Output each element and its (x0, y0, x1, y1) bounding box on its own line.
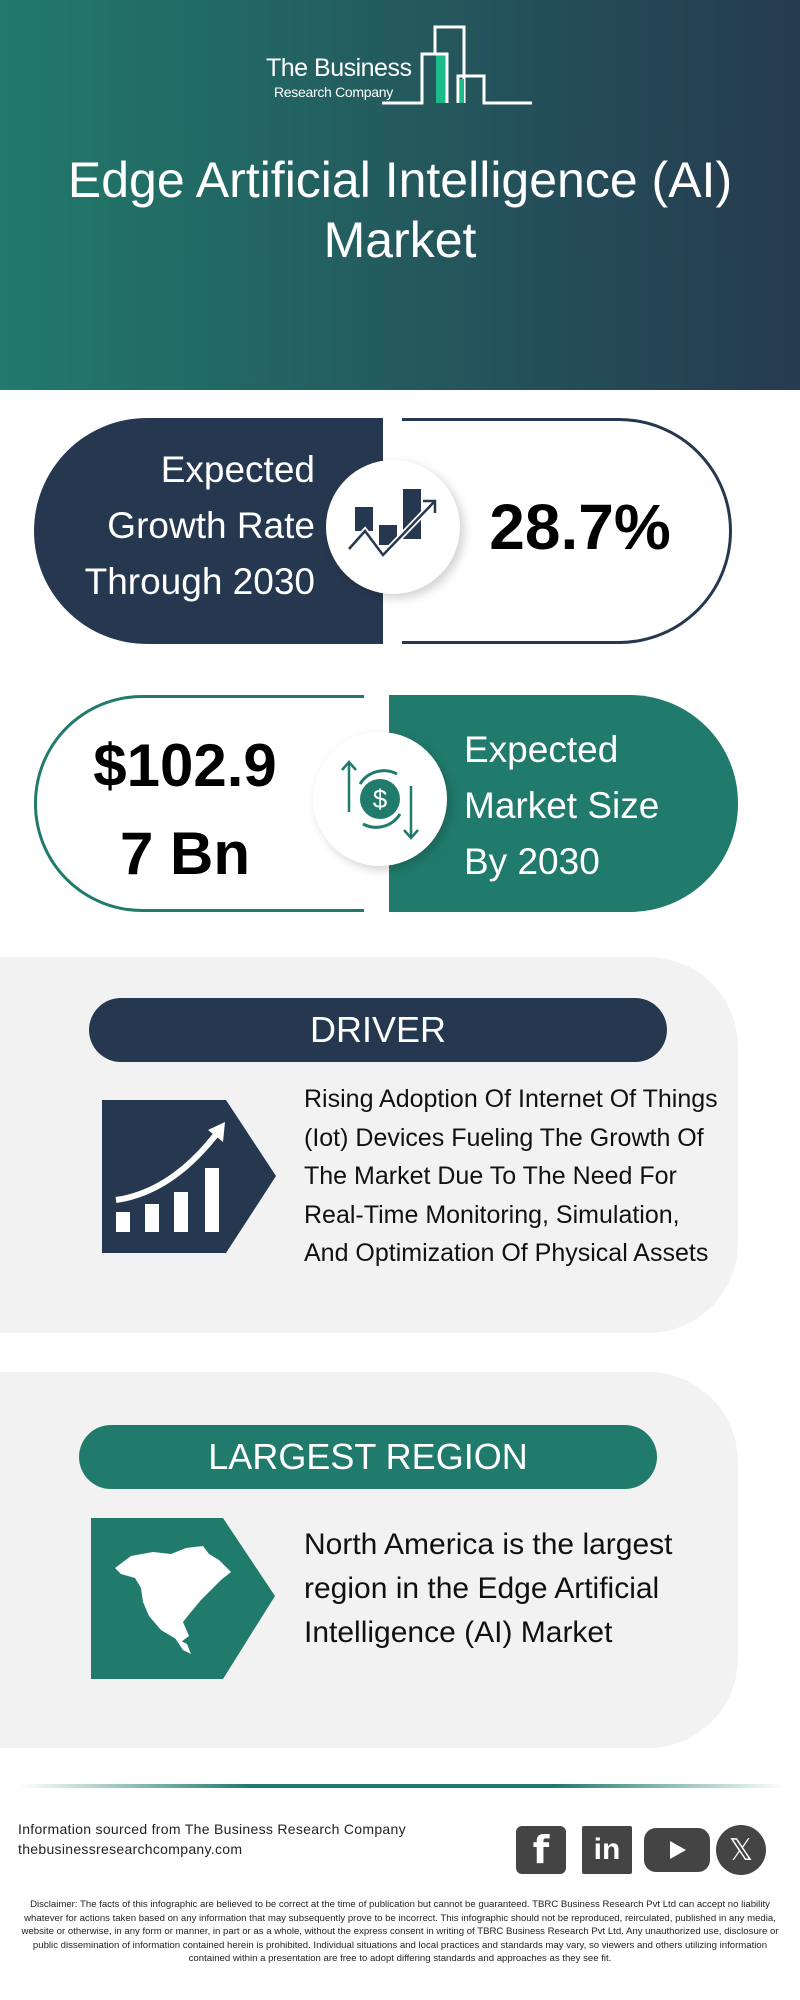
market-size-label-line: Expected (464, 729, 619, 770)
growth-icon-circle (326, 460, 460, 594)
growth-label-line: Through 2030 (84, 561, 315, 602)
north-america-map-icon (91, 1518, 275, 1679)
market-size-value: $102.9 7 Bn (60, 722, 310, 898)
market-size-icon-circle: $ (313, 732, 447, 866)
region-card: LARGEST REGION North America is the larg… (0, 1372, 738, 1748)
disclaimer: Disclaimer: The facts of this infographi… (21, 1899, 779, 1964)
header-banner: The Business Research Company Edge Artif… (0, 0, 800, 390)
market-size-value-line: $102.9 (93, 732, 277, 799)
growth-label-line: Expected (160, 449, 315, 490)
market-size-label-line: Market Size (464, 785, 660, 826)
driver-text: Rising Adoption Of Internet Of Things (I… (304, 1085, 718, 1267)
market-size-label-line: By 2030 (464, 841, 600, 882)
growth-label-panel (34, 418, 383, 644)
growth-rate-value: 28.7% (489, 491, 671, 563)
page-title: Edge Artificial Intelligence (AI) Market (67, 152, 733, 268)
growth-value-panel (402, 418, 732, 644)
market-size-label-panel (389, 695, 738, 912)
source-text: Information sourced from The Business Re… (18, 1821, 406, 1837)
driver-heading: DRIVER (89, 998, 667, 1062)
website-link[interactable]: thebusinessresearchcompany.com (18, 1841, 243, 1857)
dollar-cycle-icon: $ (341, 760, 419, 840)
market-size-label: Expected Market Size By 2030 (464, 722, 659, 890)
rising-bar-chart-icon (102, 1100, 276, 1253)
market-size-value-line: 7 Bn (119, 820, 251, 887)
svg-text:$: $ (373, 784, 388, 814)
youtube-icon[interactable] (644, 1828, 710, 1872)
logo-text: The Business (266, 54, 412, 82)
growth-label: Expected Growth Rate Through 2030 (40, 442, 315, 610)
growth-label-line: Growth Rate (107, 505, 315, 546)
facebook-icon[interactable]: f (516, 1826, 566, 1874)
growth-chart-icon (346, 489, 438, 560)
logo-subtext: Research Company (274, 84, 393, 100)
x-icon[interactable]: 𝕏 (716, 1825, 766, 1875)
region-text: North America is the largest region in t… (304, 1528, 673, 1649)
market-size-value-panel (34, 695, 364, 912)
driver-card: DRIVER Rising Adoption Of Internet Of Th… (0, 957, 738, 1333)
region-heading: LARGEST REGION (79, 1425, 657, 1489)
linkedin-icon[interactable]: in (582, 1826, 632, 1874)
footer-divider (19, 1784, 785, 1788)
logo-buildings-icon (382, 25, 532, 105)
